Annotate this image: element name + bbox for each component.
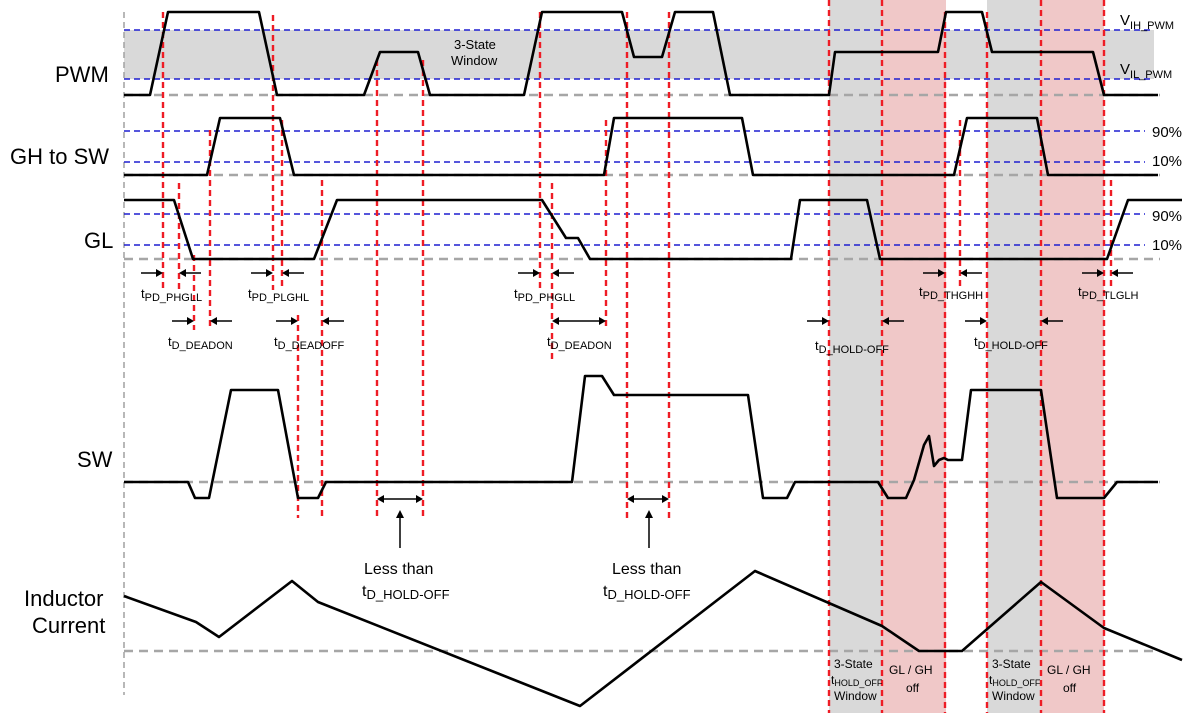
right-pink-line2: off <box>1063 681 1077 695</box>
three-state-window-line2: Window <box>451 53 498 68</box>
pwm-three-state-band <box>124 30 1154 79</box>
arrowhead <box>187 317 194 325</box>
arrowhead <box>179 269 186 277</box>
gl-10-label: 10% <box>1152 237 1182 254</box>
arrowhead <box>322 317 329 325</box>
gl-gh-off-window-right <box>1041 0 1104 713</box>
left-gray-line1: 3-State <box>834 657 873 671</box>
arrowhead <box>210 317 217 325</box>
label-gl: GL <box>84 228 113 253</box>
label-sw: SW <box>77 447 113 472</box>
arrowhead <box>822 317 829 325</box>
three-state-window-line1: 3-State <box>454 37 496 52</box>
gl-90-label: 90% <box>1152 208 1182 225</box>
arrowhead <box>156 269 163 277</box>
label-t-d-hold-off-2: tD_HOLD-OFF <box>974 334 1048 352</box>
timing-arrows <box>141 269 1133 548</box>
arrowhead <box>938 269 945 277</box>
left-gray-line2: tHOLD_OFF <box>831 673 883 688</box>
label-t-d-deadon-2: tD_DEADON <box>547 334 612 352</box>
arrowhead <box>282 269 289 277</box>
label-t-pd-thghh: tPD_THGHH <box>919 284 983 302</box>
label-gh-to-sw: GH to SW <box>10 144 109 169</box>
label-t-pd-plghl: tPD_PLGHL <box>248 286 309 304</box>
arrowhead <box>266 269 273 277</box>
shaded-regions <box>124 0 1154 713</box>
label-t-pd-phgll-1: tPD_PHGLL <box>141 286 202 304</box>
arrowhead <box>627 495 634 503</box>
sw-waveform <box>124 374 1158 500</box>
right-pink-line1: GL / GH <box>1047 663 1091 677</box>
arrowhead <box>377 495 384 503</box>
vih-label: VIH_PWM <box>1120 12 1174 32</box>
arrowhead <box>533 269 540 277</box>
arrowhead <box>980 317 987 325</box>
label-t-d-hold-off-1: tD_HOLD-OFF <box>815 338 889 356</box>
arrowhead <box>552 317 559 325</box>
timing-labels: tPD_PHGLL tPD_PLGHL tPD_PHGLL tPD_THGHH … <box>141 284 1139 356</box>
label-t-pd-phgll-2: tPD_PHGLL <box>514 286 575 304</box>
arrowhead <box>1097 269 1104 277</box>
less-than-1-line2: tD_HOLD-OFF <box>362 583 450 602</box>
hold-off-notes: Less than tD_HOLD-OFF Less than tD_HOLD-… <box>362 561 691 602</box>
label-t-d-deadoff: tD_DEADOFF <box>274 334 345 352</box>
threshold-lines <box>124 29 1154 246</box>
timing-markers <box>161 0 1113 713</box>
right-gray-line2: tHOLD_OFF <box>989 673 1041 688</box>
arrowhead <box>552 269 559 277</box>
left-pink-line1: GL / GH <box>889 663 933 677</box>
vil-label: VIL_PWM <box>1120 61 1172 81</box>
label-inductor: Inductor <box>24 586 104 611</box>
region-labels: 3-State tHOLD_OFF Window GL / GH off 3-S… <box>831 657 1091 703</box>
arrowhead <box>645 510 653 518</box>
arrowhead <box>1041 317 1048 325</box>
left-gray-line3: Window <box>834 689 877 703</box>
less-than-1-line1: Less than <box>364 561 433 578</box>
right-gray-line1: 3-State <box>992 657 1031 671</box>
pwm-waveform <box>124 10 1158 97</box>
gh-10-label: 10% <box>1152 153 1182 170</box>
label-t-pd-tlglh: tPD_TLGLH <box>1078 284 1139 302</box>
label-current: Current <box>32 613 105 638</box>
arrowhead <box>882 317 889 325</box>
threshold-labels: VIH_PWM VIL_PWM 90% 10% 90% 10% <box>1120 12 1182 254</box>
gh-to-sw-waveform <box>124 116 1158 177</box>
gl-gh-off-window-left <box>882 0 946 713</box>
arrowhead <box>599 317 606 325</box>
right-gray-line3: Window <box>992 689 1035 703</box>
label-t-d-deadon-1: tD_DEADON <box>168 334 233 352</box>
waveforms <box>123 10 1183 708</box>
gl-waveform <box>124 198 1182 261</box>
arrowhead <box>396 510 404 518</box>
label-pwm: PWM <box>55 62 109 87</box>
hold-off-window-left <box>829 0 882 713</box>
arrowhead <box>960 269 967 277</box>
inductor-current-waveform <box>123 569 1183 708</box>
left-pink-line2: off <box>906 681 920 695</box>
less-than-2-line2: tD_HOLD-OFF <box>603 583 691 602</box>
arrowhead <box>416 495 423 503</box>
less-than-2-line1: Less than <box>612 561 681 578</box>
arrowhead <box>291 317 298 325</box>
arrowhead <box>662 495 669 503</box>
signal-labels: PWM GH to SW GL SW Inductor Current <box>10 62 113 638</box>
gh-90-label: 90% <box>1152 124 1182 141</box>
arrowhead <box>1111 269 1118 277</box>
